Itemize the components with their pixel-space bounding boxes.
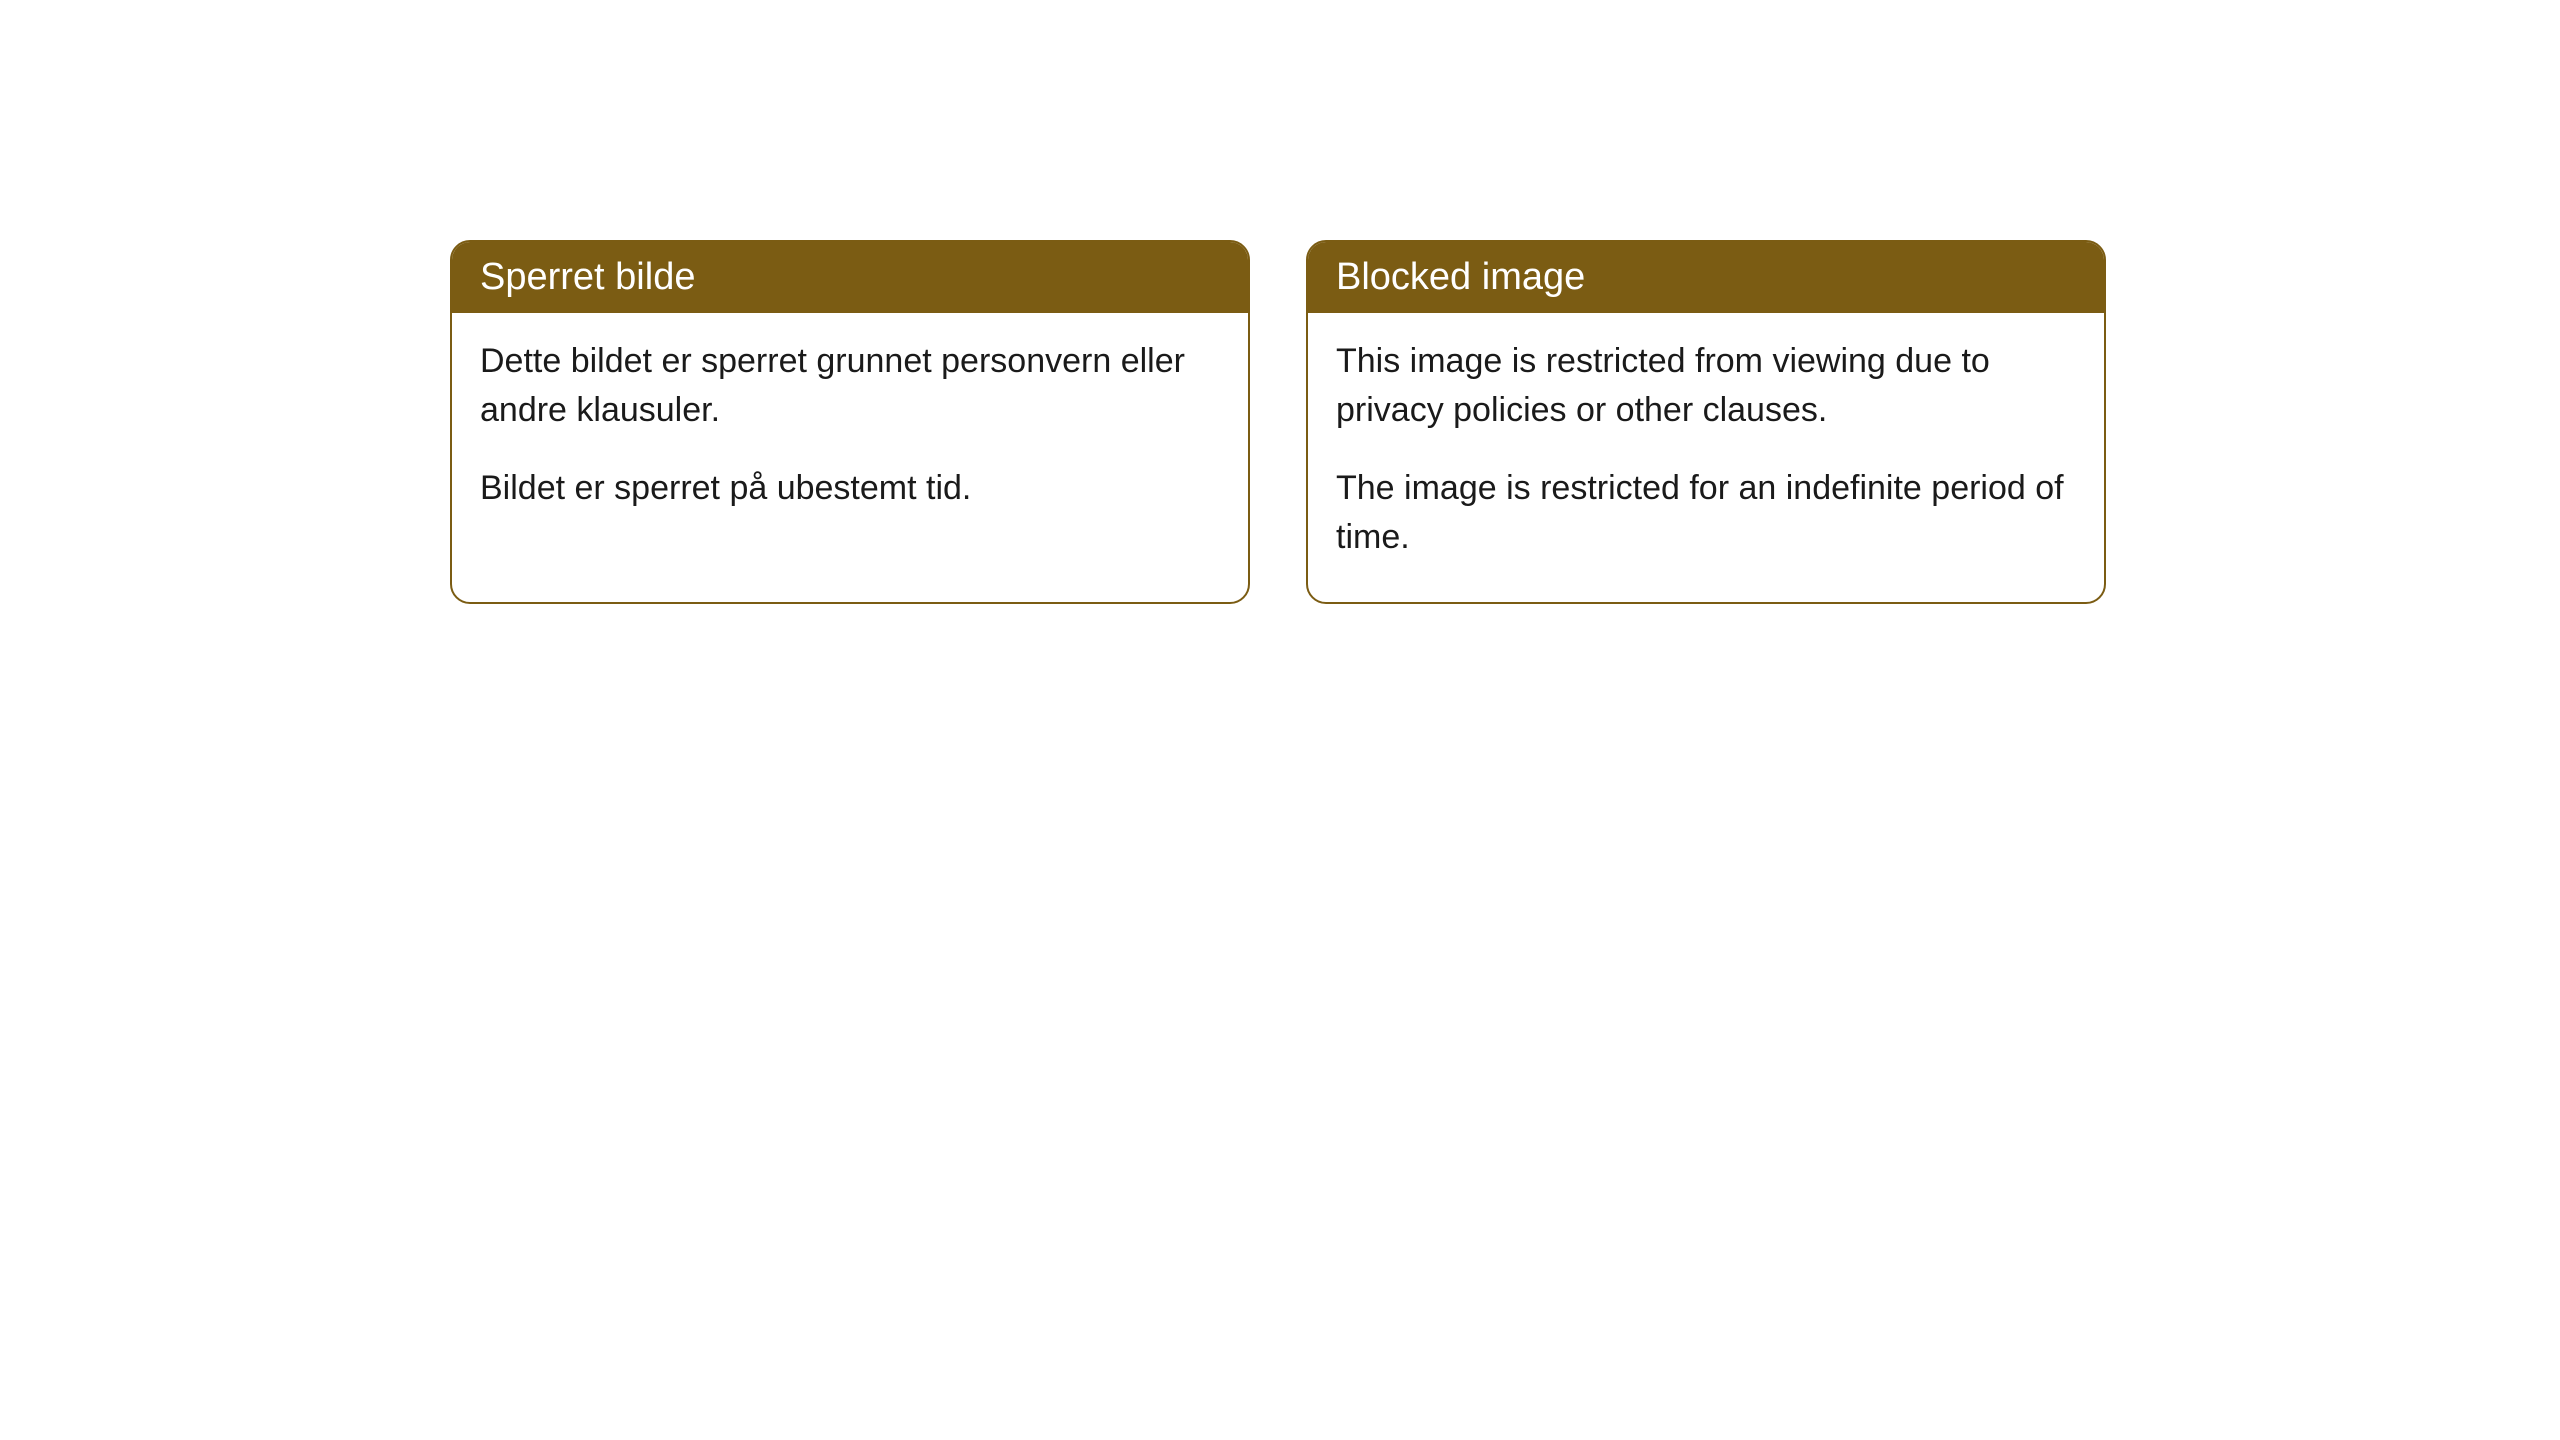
card-body: This image is restricted from viewing du… [1308, 313, 2104, 602]
notice-card-english: Blocked image This image is restricted f… [1306, 240, 2106, 604]
card-header: Sperret bilde [452, 242, 1248, 313]
card-paragraph: Bildet er sperret på ubestemt tid. [480, 464, 1220, 513]
card-title: Blocked image [1336, 256, 1585, 298]
notice-card-norwegian: Sperret bilde Dette bildet er sperret gr… [450, 240, 1250, 604]
card-header: Blocked image [1308, 242, 2104, 313]
card-body: Dette bildet er sperret grunnet personve… [452, 313, 1248, 553]
card-paragraph: This image is restricted from viewing du… [1336, 337, 2076, 436]
card-paragraph: Dette bildet er sperret grunnet personve… [480, 337, 1220, 436]
notice-cards-container: Sperret bilde Dette bildet er sperret gr… [450, 240, 2560, 604]
card-paragraph: The image is restricted for an indefinit… [1336, 464, 2076, 563]
card-title: Sperret bilde [480, 256, 695, 298]
